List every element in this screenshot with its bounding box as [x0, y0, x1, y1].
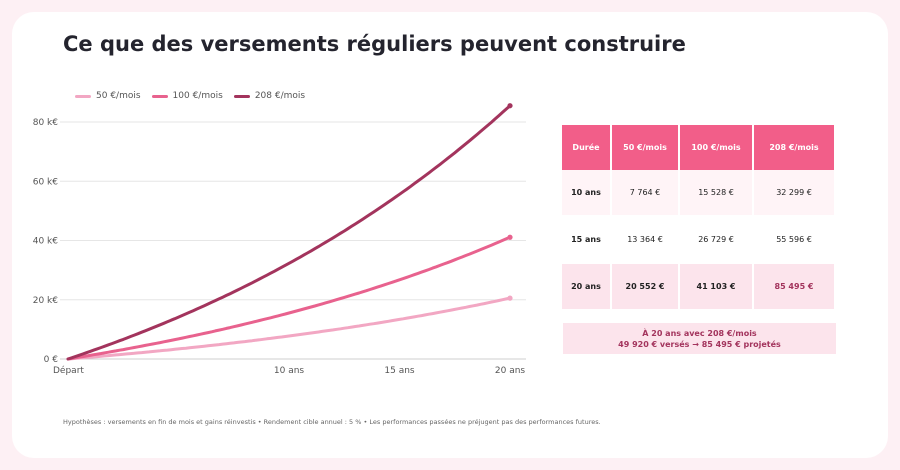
projection-table: Durée 50 €/mois 100 €/mois 208 €/mois 10… — [562, 125, 836, 311]
table-cell: 32 299 € — [754, 170, 836, 217]
table-header: 208 €/mois — [754, 125, 836, 170]
page-title: Ce que des versements réguliers peuvent … — [63, 32, 686, 56]
table-header: 100 €/mois — [680, 125, 754, 170]
series-end-point — [507, 234, 513, 240]
table-header: Durée — [562, 125, 612, 170]
table-row: 10 ans 7 764 € 15 528 € 32 299 € — [562, 170, 836, 217]
x-tick-label: 20 ans — [495, 366, 526, 376]
y-tick-label: 20 k€ — [33, 296, 59, 306]
table-row: 15 ans 13 364 € 26 729 € 55 596 € — [562, 217, 836, 264]
table-cell: 15 528 € — [680, 170, 754, 217]
series-end-point — [507, 103, 513, 109]
legend-item-50: 50 €/mois — [75, 91, 141, 101]
series-end-point — [507, 295, 513, 301]
series-line — [66, 296, 512, 361]
table-cell: 10 ans — [562, 170, 612, 217]
legend-swatch — [233, 94, 250, 98]
y-tick-label: 0 € — [44, 355, 59, 365]
y-tick-label: 80 k€ — [33, 118, 59, 128]
x-tick-label: 15 ans — [384, 366, 415, 376]
table-cell: 7 764 € — [612, 170, 680, 217]
table-header-row: Durée 50 €/mois 100 €/mois 208 €/mois — [562, 125, 836, 170]
series-line — [66, 104, 512, 361]
legend-label: 50 €/mois — [96, 91, 141, 101]
table-cell: 15 ans — [562, 217, 612, 264]
y-tick-label: 60 k€ — [33, 177, 59, 187]
legend-item-208: 208 €/mois — [233, 91, 306, 101]
legend-swatch — [151, 94, 168, 98]
table-cell: 20 552 € — [612, 264, 680, 311]
legend-label: 100 €/mois — [172, 91, 223, 101]
summary-line: 49 920 € versés → 85 495 € projetés — [618, 340, 781, 349]
legend-label: 208 €/mois — [254, 91, 306, 101]
table-cell: 26 729 € — [680, 217, 754, 264]
legend-swatch — [75, 94, 91, 98]
chart-legend: 50 €/mois 100 €/mois 208 €/mois — [75, 91, 316, 101]
x-tick-label: Départ — [53, 365, 84, 376]
x-tick-label: 10 ans — [274, 366, 305, 376]
footnote: Hypothèses : versements en fin de mois e… — [63, 418, 601, 426]
series-line — [66, 235, 512, 361]
legend-item-100: 100 €/mois — [151, 91, 223, 101]
table-header: 50 €/mois — [612, 125, 680, 170]
summary-box: À 20 ans avec 208 €/mois 49 920 € versés… — [563, 323, 836, 354]
table-row: 20 ans 20 552 € 41 103 € 85 495 € — [562, 264, 836, 311]
table-cell: 13 364 € — [612, 217, 680, 264]
table-cell: 41 103 € — [680, 264, 754, 311]
table-cell: 20 ans — [562, 264, 612, 311]
table-cell-highlight: 85 495 € — [754, 264, 836, 311]
y-tick-label: 40 k€ — [33, 237, 59, 247]
table-cell: 55 596 € — [754, 217, 836, 264]
summary-line: À 20 ans avec 208 €/mois — [642, 329, 757, 338]
